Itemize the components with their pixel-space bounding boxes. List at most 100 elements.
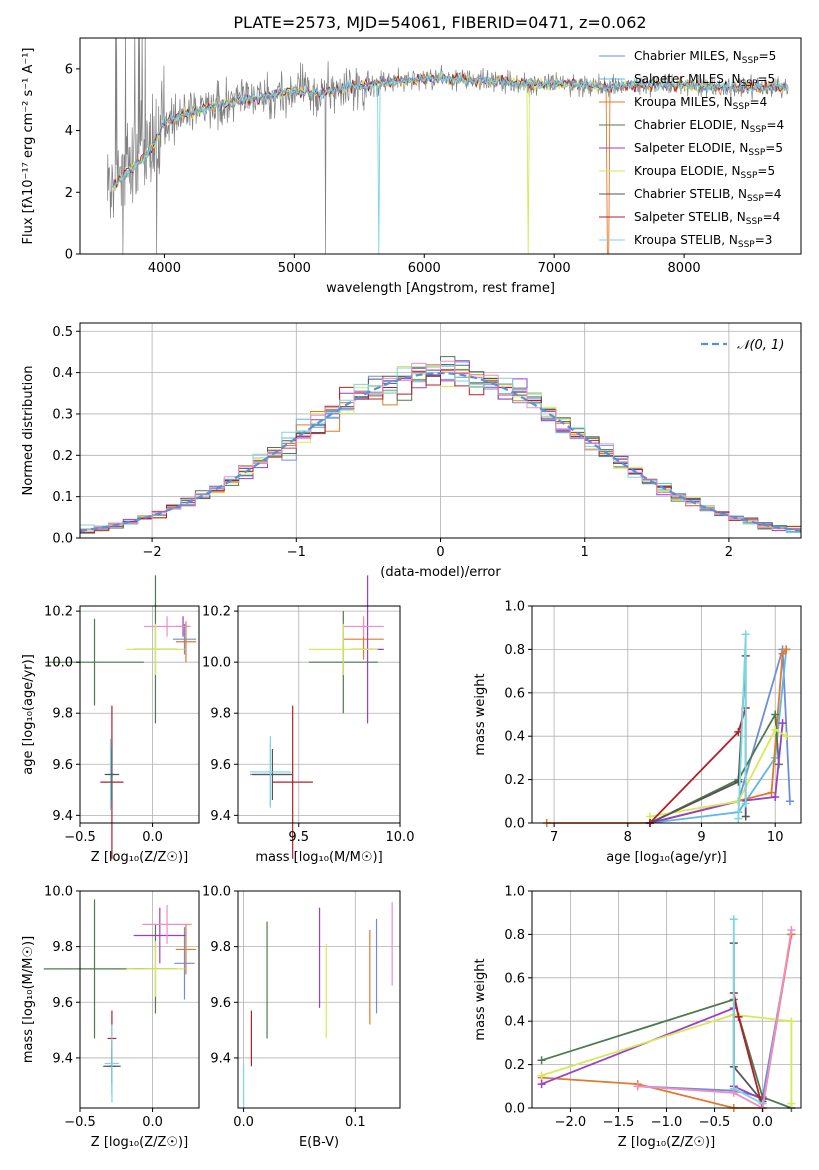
y-tick-label: 10.2 bbox=[202, 605, 231, 620]
y-tick-label: 10.0 bbox=[202, 656, 231, 671]
legend-subscript: SSP bbox=[747, 194, 764, 204]
ebv-panel: 0.0 0.1 9.4 9.6 9.8 10.0 E(B-V) bbox=[202, 885, 401, 1150]
age-vs-mass-panel: 9.5 10.0 9.4 9.6 9.8 10.0 10.2 mass [log₁₀(M/M☉… bbox=[202, 575, 414, 865]
mass-weight-marker bbox=[537, 1071, 546, 1080]
mass-weight-marker bbox=[771, 725, 780, 734]
model-spectrum bbox=[112, 72, 789, 189]
x-tick-label: −1.5 bbox=[603, 1115, 635, 1130]
y-axis-label: age [log₁₀(age/yr)] bbox=[21, 654, 36, 775]
y-tick-label: 0.4 bbox=[52, 366, 73, 381]
y-tick-label: 0.4 bbox=[504, 730, 525, 745]
mass-weight-marker bbox=[633, 1082, 642, 1091]
legend-label: Kroupa ELODIE, NSSP=5 bbox=[634, 164, 775, 181]
x-tick-label: 0 bbox=[436, 545, 444, 560]
axes-frame bbox=[237, 890, 401, 1109]
legend-label: Chabrier ELODIE, NSSP=4 bbox=[634, 118, 784, 135]
y-tick-label: 0.6 bbox=[504, 971, 525, 986]
legend-subscript: SSP bbox=[733, 102, 750, 112]
y-axis-label: mass weight bbox=[473, 673, 488, 755]
y-tick-label: 9.4 bbox=[52, 1051, 73, 1066]
residual-histogram bbox=[80, 360, 801, 534]
mass-weight-marker bbox=[767, 788, 776, 797]
x-tick-label: −2 bbox=[143, 545, 162, 560]
mass-weight-marker bbox=[741, 630, 750, 639]
y-tick-label: 9.8 bbox=[210, 940, 231, 955]
y-tick-label: 1.0 bbox=[504, 885, 525, 900]
mass-weight-marker bbox=[537, 1056, 546, 1065]
legend-value: =4 bbox=[764, 187, 782, 201]
axes-frame bbox=[237, 605, 401, 824]
legend-subscript: SSP bbox=[738, 240, 755, 250]
y-tick-label: 10.0 bbox=[202, 885, 231, 900]
x-tick-label: 10 bbox=[767, 830, 784, 845]
legend-value: =4 bbox=[750, 95, 768, 109]
x-axis-label: Z [log₁₀(Z/Z☉)] bbox=[91, 1135, 188, 1150]
mass-weight-marker bbox=[787, 1099, 796, 1108]
histogram-lines bbox=[80, 356, 801, 537]
mass-weight-marker bbox=[771, 792, 780, 801]
y-tick-label: 9.6 bbox=[210, 996, 231, 1011]
x-tick-label: 5000 bbox=[278, 261, 311, 276]
x-axis-label: Z [log₁₀(Z/Z☉)] bbox=[91, 850, 188, 865]
massweight-vs-Z-panel: −2.0 −1.5 −1.0 −0.5 0.0 0.0 0.2 0.4 0.6 0.8 1.0 Z [… bbox=[473, 885, 802, 1150]
y-tick-label: 9.4 bbox=[210, 809, 231, 824]
legend-value: =5 bbox=[759, 49, 777, 63]
residuals-panel: −2 −1 0 1 2 0.0 0.1 0.2 0.3 0.4 0.5 (data-model)/er… bbox=[21, 322, 802, 580]
mass-weight-line bbox=[649, 649, 788, 824]
legend-value: =4 bbox=[763, 210, 781, 224]
y-tick-label: 9.4 bbox=[52, 809, 73, 824]
y-tick-label: 6 bbox=[65, 62, 73, 77]
mass-weight-marker bbox=[734, 777, 743, 786]
mass-weight-line bbox=[541, 1013, 793, 1104]
mass-weight-marker bbox=[771, 710, 780, 719]
x-axis-label: mass [log₁₀(M/M☉)] bbox=[255, 850, 382, 865]
y-tick-label: 0.8 bbox=[504, 928, 525, 943]
x-tick-label: −1.0 bbox=[651, 1115, 683, 1130]
axes-frame bbox=[531, 605, 802, 824]
x-tick-label: 10.0 bbox=[386, 830, 415, 845]
model-spectrum bbox=[112, 71, 789, 188]
legend-label: Salpeter ELODIE, NSSP=5 bbox=[634, 141, 783, 158]
x-tick-label: 1 bbox=[581, 545, 589, 560]
massweight-vs-age-panel: 7 8 9 10 0.0 0.2 0.4 0.6 0.8 1.0 age [log₁₀(age/yr… bbox=[473, 600, 802, 865]
y-tick-label: 0.0 bbox=[504, 1102, 525, 1117]
mass-weight-marker bbox=[537, 1080, 546, 1089]
y-tick-label: 9.6 bbox=[210, 758, 231, 773]
y-tick-label: 0 bbox=[65, 248, 73, 263]
y-tick-label: 9.8 bbox=[210, 707, 231, 722]
legend-label: Kroupa MILES, NSSP=4 bbox=[634, 95, 767, 112]
mass-weight-line bbox=[649, 728, 787, 818]
x-tick-label: 0.0 bbox=[142, 830, 163, 845]
mass-weight-marker bbox=[785, 797, 794, 806]
legend-value: =5 bbox=[765, 141, 783, 155]
mass-vs-Z-panel: −0.5 0.0 9.4 9.6 9.8 10.0 Z [log₁₀(Z/Z☉)] mass … bbox=[21, 885, 200, 1150]
legend-subscript: SSP bbox=[741, 79, 758, 89]
mass-weight-marker bbox=[741, 799, 750, 808]
x-tick-label: 0.0 bbox=[142, 1115, 163, 1130]
mass-weight-marker bbox=[729, 1088, 738, 1097]
y-tick-label: 0.0 bbox=[52, 532, 73, 547]
x-tick-label: 0.0 bbox=[233, 1115, 254, 1130]
mass-weight-marker bbox=[782, 645, 791, 654]
mass-weight-marker bbox=[734, 1012, 743, 1021]
x-tick-label: 0.1 bbox=[345, 1115, 366, 1130]
legend-value: =5 bbox=[757, 164, 775, 178]
x-tick-label: −0.5 bbox=[64, 830, 96, 845]
y-tick-label: 0.4 bbox=[504, 1015, 525, 1030]
x-axis-label: wavelength [Angstrom, rest frame] bbox=[326, 281, 555, 296]
y-tick-label: 9.8 bbox=[52, 707, 73, 722]
y-axis-label: mass [log₁₀(M/M☉)] bbox=[21, 936, 36, 1063]
y-tick-label: 0.0 bbox=[504, 817, 525, 832]
age-vs-Z-panel: −0.5 0.0 9.4 9.6 9.8 10.0 10.2 Z [log₁₀(Z/Z☉)] a… bbox=[21, 575, 200, 865]
y-tick-label: 0.2 bbox=[504, 1058, 525, 1073]
y-tick-label: 0.1 bbox=[52, 490, 73, 505]
mass-weight-line bbox=[637, 929, 793, 1110]
x-axis-label: Z [log₁₀(Z/Z☉)] bbox=[618, 1135, 715, 1150]
x-tick-label: 7 bbox=[550, 830, 558, 845]
legend-label: Chabrier MILES, NSSP=5 bbox=[634, 49, 776, 66]
y-tick-label: 10.2 bbox=[44, 605, 73, 620]
y-tick-label: 0.6 bbox=[504, 686, 525, 701]
axes-frame bbox=[79, 37, 802, 255]
legend-label: Salpeter STELIB, NSSP=4 bbox=[634, 210, 780, 227]
x-axis-label: E(B-V) bbox=[299, 1135, 339, 1150]
